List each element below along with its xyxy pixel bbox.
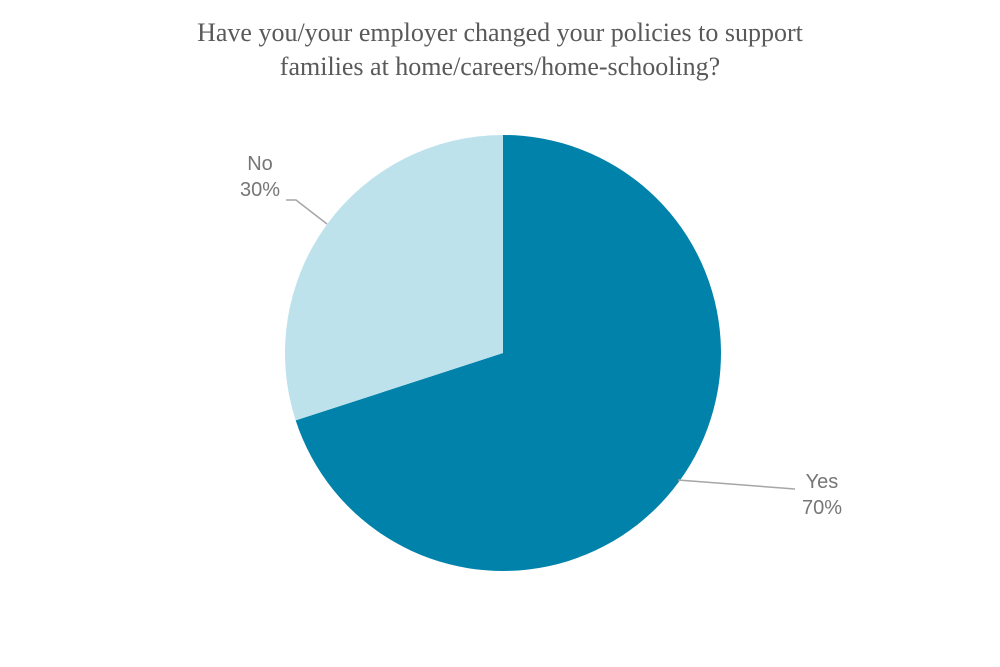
slice-value-yes: 70% [802,497,842,519]
chart-title-line-1: Have you/your employer changed your poli… [197,18,803,47]
chart-title-line-2: families at home/careers/home-schooling? [279,52,721,81]
slice-label-no: No [247,153,273,175]
slice-value-no: 30% [240,179,280,201]
slice-label-yes: Yes [806,471,839,493]
pie-slice-no [284,135,503,421]
leader-line-yes [677,479,796,490]
slice-labels: Yes 70% No 30% [240,153,842,519]
leader-lines [286,199,796,490]
leader-line-no [286,199,328,225]
chart-title: Have you/your employer changed your poli… [0,16,1000,84]
pie-slice-yes [295,135,721,571]
pie-slices [284,135,721,571]
